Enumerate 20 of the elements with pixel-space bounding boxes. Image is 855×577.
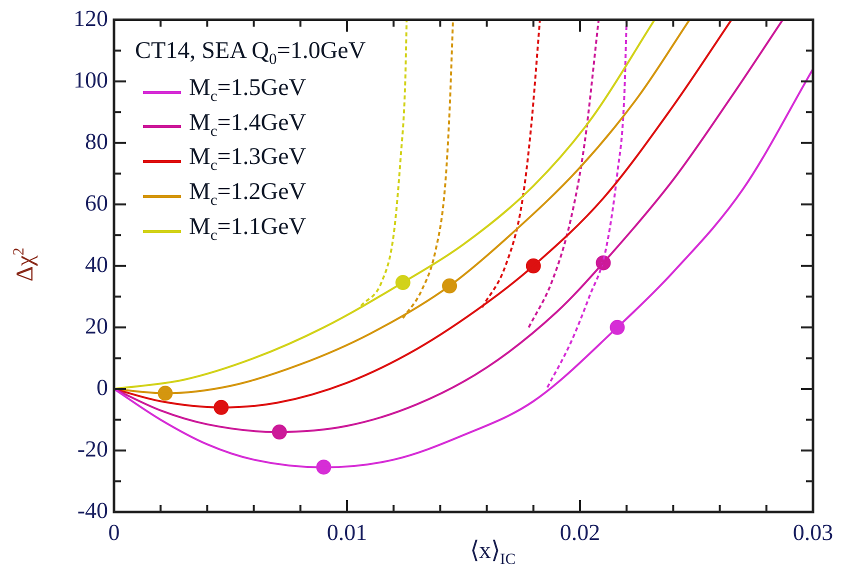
x-tick-label: 0.02 [560,520,600,545]
legend-label: M$_{c}$=1.2GeV [189,179,306,211]
legend-label: M$_{c}$=1.4GeV [189,110,306,142]
y-tick-label: 20 [85,313,108,338]
legend-title: CT14, SEA Q$_{0}$=1.0GeV [135,38,366,70]
y-tick-label: -20 [77,436,108,462]
y-tick-label: 120 [74,6,108,31]
x-tick-label: 0.01 [326,520,368,545]
line-series [528,20,600,328]
legend-label: M$_{c}$=1.1GeV [189,214,306,246]
x-axis-title: ⟨x⟩$_{IC}$ [470,537,516,569]
y-tick-label: 80 [85,128,108,154]
y-tick-label: -40 [77,498,108,524]
y-tick-label: 60 [85,190,108,216]
y-tick-label: 0 [96,374,108,400]
y-tick-label: 40 [85,252,108,277]
legend-label: M$_{c}$=1.3GeV [189,144,306,176]
y-tick-label: 100 [74,67,108,92]
legend-label: M$_{c}$=1.5GeV [189,74,306,107]
x-tick-label: 0.03 [792,520,834,545]
